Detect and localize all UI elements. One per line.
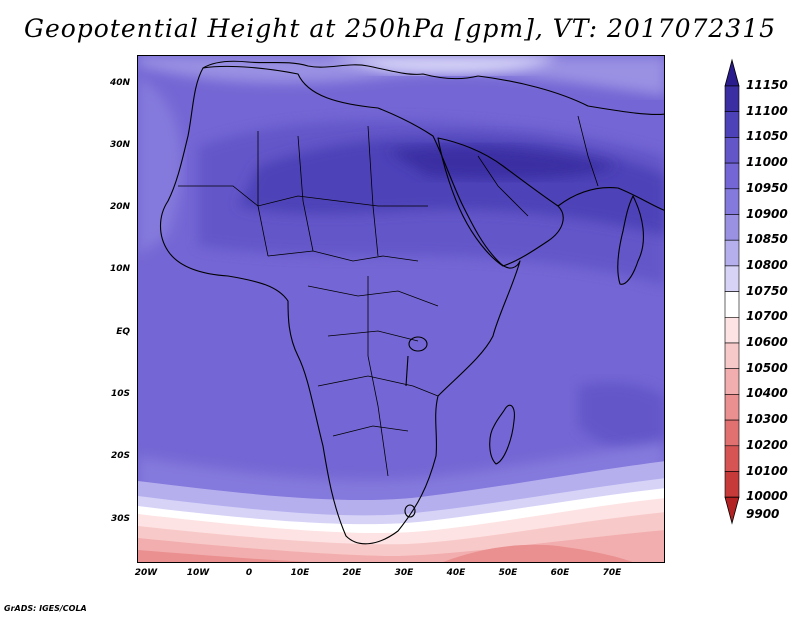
colorbar-label: 11000: [746, 155, 788, 170]
border-sahel: [267, 250, 419, 262]
asia-coast-1: [477, 75, 664, 115]
border-arabia: [477, 155, 529, 217]
colorbar-segment: [724, 445, 740, 472]
field-south-band-9: [443, 544, 633, 562]
country-borders: [178, 115, 599, 477]
lon-label-70e: 70E: [602, 568, 622, 578]
map-plot-area: [137, 55, 665, 563]
colorbar-segment: [724, 419, 740, 447]
border-south-1: [317, 375, 439, 397]
colorbar-segment: [724, 239, 740, 267]
colorbar-segment: [724, 85, 740, 113]
europe-coast: [202, 60, 479, 80]
lat-label-30n: 30N: [109, 140, 130, 150]
field-indian-ocean: [578, 381, 664, 456]
colorbar-label: 10300: [746, 412, 788, 427]
colorbar-label: 9900: [746, 507, 780, 522]
colorbar-label: 10200: [746, 437, 788, 452]
lon-label-50e: 50E: [498, 568, 518, 578]
lon-label-40e: 40E: [446, 568, 466, 578]
border-iran: [577, 115, 599, 187]
india-outline: [617, 195, 644, 285]
colorbar-segment: [724, 111, 740, 138]
colorbar-segment: [724, 316, 740, 344]
colorbar-label: 10950: [746, 180, 788, 195]
colorbar-segment: [724, 291, 740, 318]
geopotential-map: [138, 56, 664, 562]
lon-label-0: 0: [245, 568, 253, 578]
border-algeria-mali: [257, 131, 269, 257]
colorbar-label: 10500: [746, 360, 788, 375]
lon-label-10w: 10W: [186, 568, 210, 578]
border-meridional: [367, 276, 389, 477]
colorbar-segment: [724, 471, 740, 498]
colorbar-label: 10800: [746, 257, 788, 272]
colorbar-label: 11050: [746, 129, 788, 144]
africa-outline: [159, 65, 521, 545]
arabia-outline: [437, 137, 564, 267]
border-egypt-sudan: [367, 125, 379, 257]
colorbar-top-arrow: [724, 58, 740, 87]
colorbar-segment: [724, 368, 740, 395]
colorbar-segment: [724, 188, 740, 215]
map-title: Geopotential Height at 250hPa [gpm], VT:…: [23, 14, 777, 43]
colorbar-bottom-arrow: [724, 496, 740, 525]
footer-credit: GrADS: IGES/COLA: [4, 604, 87, 613]
lat-label-20n: 20N: [109, 202, 130, 212]
colorbar-label: 10900: [746, 206, 788, 221]
colorbar-segment: [724, 162, 740, 190]
colorbar-label: 10700: [746, 309, 788, 324]
lon-label-10e: 10E: [290, 568, 310, 578]
colorbar-label: 10000: [746, 489, 788, 504]
lat-label-10n: 10N: [109, 264, 130, 274]
colorbar-label: 11100: [746, 103, 788, 118]
lat-label-20s: 20S: [110, 451, 130, 461]
colorbar-segment: [724, 394, 740, 421]
lat-label-30s: 30S: [110, 514, 130, 524]
madagascar-outline: [489, 404, 515, 465]
lon-label-30e: 30E: [394, 568, 414, 578]
colorbar: [724, 58, 740, 525]
lon-label-20w: 20W: [134, 568, 158, 578]
field-west-light: [138, 76, 183, 256]
colorbar-segment: [724, 214, 740, 241]
lake-tanganyika: [405, 355, 409, 387]
colorbar-label: 10100: [746, 463, 788, 478]
border-sahara-1: [178, 185, 428, 207]
lon-label-60e: 60E: [550, 568, 570, 578]
colorbar-segment: [724, 265, 740, 292]
lat-label-10s: 10S: [110, 389, 130, 399]
colorbar-label: 10600: [746, 335, 788, 349]
border-libya-niger: [297, 135, 314, 252]
lat-label-40n: 40N: [109, 78, 130, 88]
asia-coast-2: [557, 187, 664, 211]
lon-label-20e: 20E: [342, 568, 362, 578]
colorbar-label: 10400: [746, 386, 788, 401]
lat-label-eq: EQ: [116, 327, 130, 337]
colorbar-segment: [724, 137, 740, 164]
field-south-band-8: [138, 550, 309, 562]
coastlines: [159, 60, 664, 545]
border-central-2: [327, 330, 419, 342]
colorbar-label: 10850: [746, 232, 788, 247]
lake-victoria: [408, 336, 428, 352]
colorbar-label: 11150: [746, 78, 788, 92]
border-south-2: [332, 425, 409, 437]
border-central-1: [307, 285, 439, 307]
colorbar-segment: [724, 342, 740, 370]
colorbar-label: 10750: [746, 283, 788, 298]
lesotho-outline: [404, 504, 416, 518]
